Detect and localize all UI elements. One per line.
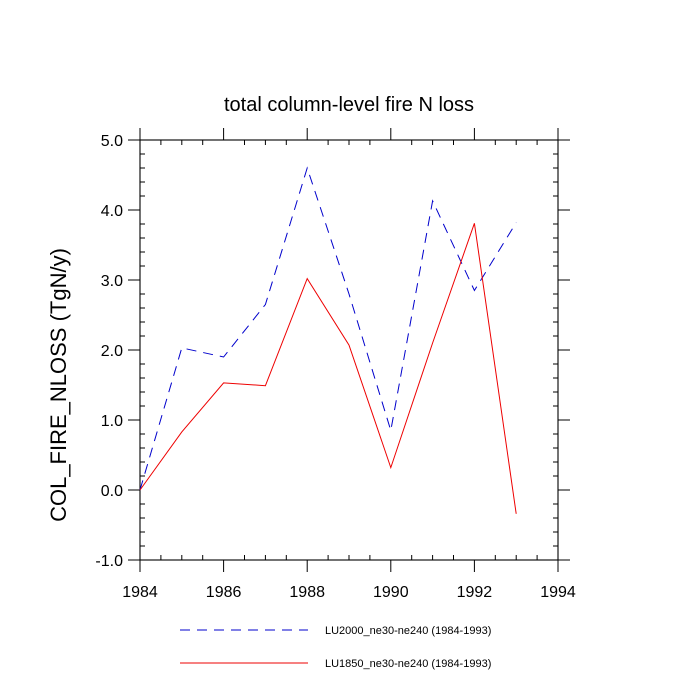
y-tick-label: 2.0	[101, 343, 123, 360]
x-tick-label: 1990	[373, 584, 409, 601]
y-tick-labels: -1.0 0.0 1.0 2.0 3.0 4.0 5.0	[95, 133, 123, 570]
legend-label-2: LU1850_ne30-ne240 (1984-1993)	[325, 658, 491, 670]
x-tick-labels: 1984 1986 1988 1990 1992 1994	[122, 584, 576, 601]
x-tick-label: 1984	[122, 584, 158, 601]
plot-frame	[139, 139, 559, 561]
y-tick-label: 0.0	[101, 483, 123, 500]
series-line-1	[139, 166, 517, 491]
x-tick-label: 1988	[289, 584, 325, 601]
series-line-2	[139, 223, 517, 514]
axis-ticks	[128, 128, 570, 572]
y-tick-label: 5.0	[101, 133, 123, 150]
y-axis-label: COL_FIRE_NLOSS (TgN/y)	[46, 248, 71, 522]
y-tick-label: 3.0	[101, 273, 123, 290]
y-tick-label: 4.0	[101, 203, 123, 220]
series-group	[139, 166, 517, 514]
y-tick-label: -1.0	[95, 553, 123, 570]
legend: LU2000_ne30-ne240 (1984-1993) LU1850_ne30…	[180, 625, 491, 670]
x-tick-label: 1994	[540, 584, 576, 601]
x-tick-label: 1992	[457, 584, 493, 601]
legend-label-1: LU2000_ne30-ne240 (1984-1993)	[325, 625, 491, 637]
x-tick-label: 1986	[206, 584, 242, 601]
chart-title: total column-level fire N loss	[224, 94, 474, 116]
y-tick-label: 1.0	[101, 413, 123, 430]
